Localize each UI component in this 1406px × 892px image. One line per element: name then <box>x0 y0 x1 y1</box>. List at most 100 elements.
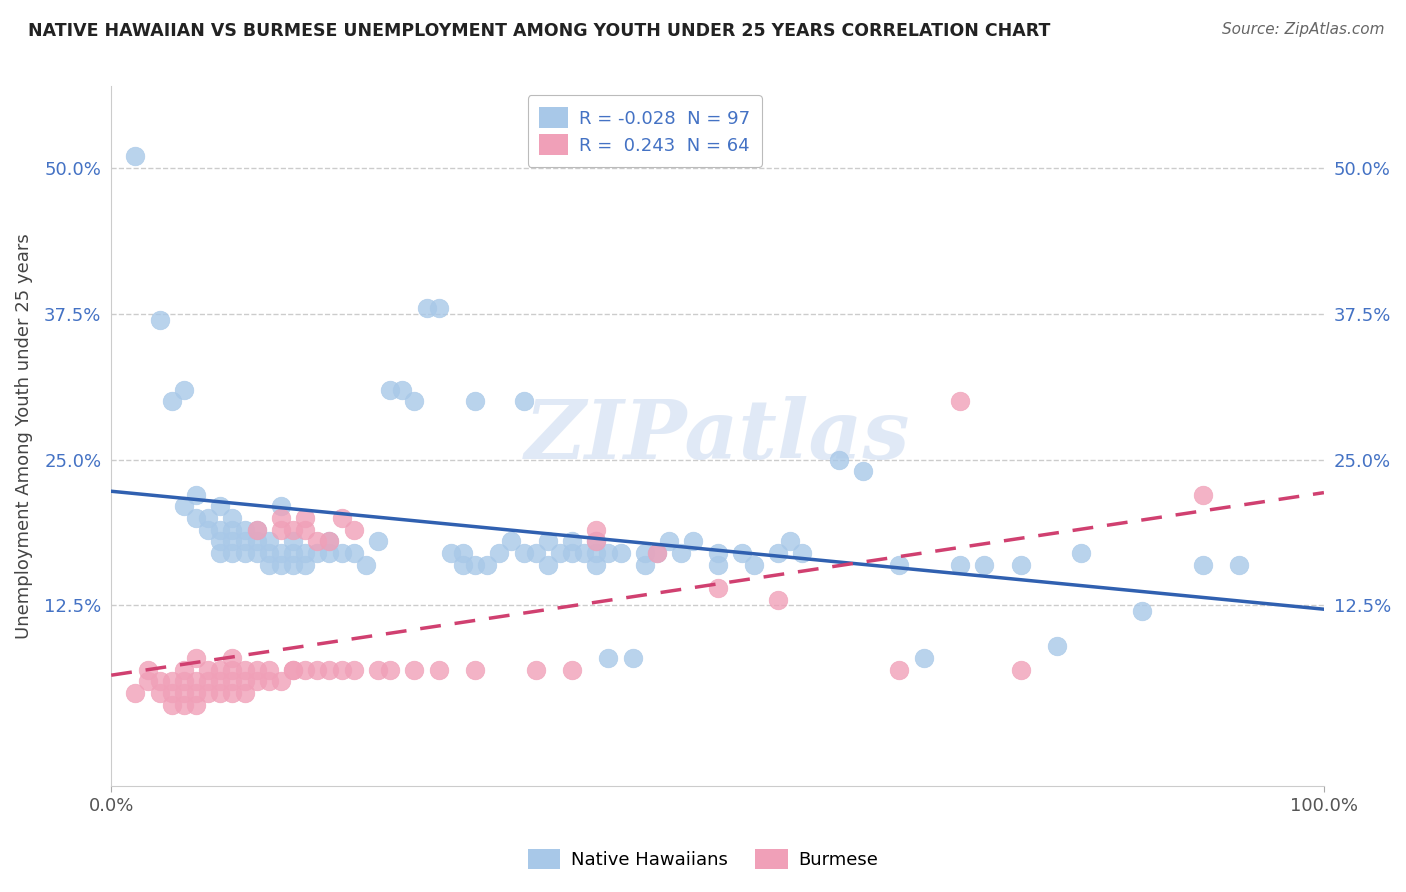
Point <box>609 546 631 560</box>
Point <box>184 650 207 665</box>
Point <box>149 686 172 700</box>
Point <box>246 523 269 537</box>
Point <box>184 686 207 700</box>
Point <box>294 511 316 525</box>
Point <box>524 663 547 677</box>
Point <box>270 546 292 560</box>
Point <box>537 558 560 572</box>
Point <box>149 674 172 689</box>
Point <box>645 546 668 560</box>
Point <box>124 149 146 163</box>
Point <box>330 546 353 560</box>
Point <box>682 534 704 549</box>
Point <box>281 663 304 677</box>
Point <box>828 452 851 467</box>
Point <box>124 686 146 700</box>
Point <box>197 663 219 677</box>
Point <box>233 534 256 549</box>
Point <box>294 523 316 537</box>
Point <box>294 558 316 572</box>
Point <box>209 546 232 560</box>
Point <box>548 546 571 560</box>
Point <box>281 534 304 549</box>
Point <box>404 394 426 409</box>
Point <box>209 523 232 537</box>
Point <box>233 686 256 700</box>
Point <box>318 546 340 560</box>
Point <box>1227 558 1250 572</box>
Point <box>173 698 195 712</box>
Y-axis label: Unemployment Among Youth under 25 years: Unemployment Among Youth under 25 years <box>15 234 32 640</box>
Point <box>294 663 316 677</box>
Point <box>257 534 280 549</box>
Point <box>173 383 195 397</box>
Point <box>792 546 814 560</box>
Point <box>669 546 692 560</box>
Point <box>307 546 329 560</box>
Point <box>270 500 292 514</box>
Point <box>766 546 789 560</box>
Point <box>136 674 159 689</box>
Point <box>246 674 269 689</box>
Point <box>1010 558 1032 572</box>
Point <box>766 592 789 607</box>
Point <box>257 546 280 560</box>
Point <box>330 511 353 525</box>
Point <box>585 558 607 572</box>
Point <box>512 394 534 409</box>
Point <box>197 523 219 537</box>
Point <box>270 511 292 525</box>
Point <box>221 546 243 560</box>
Point <box>585 546 607 560</box>
Point <box>281 558 304 572</box>
Point <box>475 558 498 572</box>
Point <box>318 663 340 677</box>
Point <box>524 546 547 560</box>
Point <box>233 523 256 537</box>
Point <box>949 558 972 572</box>
Point <box>501 534 523 549</box>
Point <box>852 464 875 478</box>
Point <box>209 534 232 549</box>
Point <box>184 511 207 525</box>
Point <box>621 650 644 665</box>
Point <box>391 383 413 397</box>
Point <box>270 674 292 689</box>
Point <box>246 534 269 549</box>
Point <box>160 686 183 700</box>
Point <box>464 663 486 677</box>
Point <box>221 674 243 689</box>
Point <box>221 511 243 525</box>
Point <box>160 394 183 409</box>
Point <box>1191 558 1213 572</box>
Point <box>257 674 280 689</box>
Point <box>246 523 269 537</box>
Point <box>307 663 329 677</box>
Point <box>561 546 583 560</box>
Text: ZIPatlas: ZIPatlas <box>524 396 910 476</box>
Point <box>742 558 765 572</box>
Point <box>343 663 366 677</box>
Point <box>173 674 195 689</box>
Point <box>561 663 583 677</box>
Point <box>173 500 195 514</box>
Point <box>184 487 207 501</box>
Point <box>1070 546 1092 560</box>
Point <box>706 546 728 560</box>
Point <box>634 558 657 572</box>
Point <box>645 546 668 560</box>
Point <box>221 663 243 677</box>
Point <box>160 674 183 689</box>
Point <box>561 534 583 549</box>
Point <box>585 534 607 549</box>
Point <box>1191 487 1213 501</box>
Point <box>197 686 219 700</box>
Point <box>404 663 426 677</box>
Point <box>221 534 243 549</box>
Point <box>949 394 972 409</box>
Point <box>512 546 534 560</box>
Point <box>173 663 195 677</box>
Point <box>585 534 607 549</box>
Point <box>197 674 219 689</box>
Point <box>233 674 256 689</box>
